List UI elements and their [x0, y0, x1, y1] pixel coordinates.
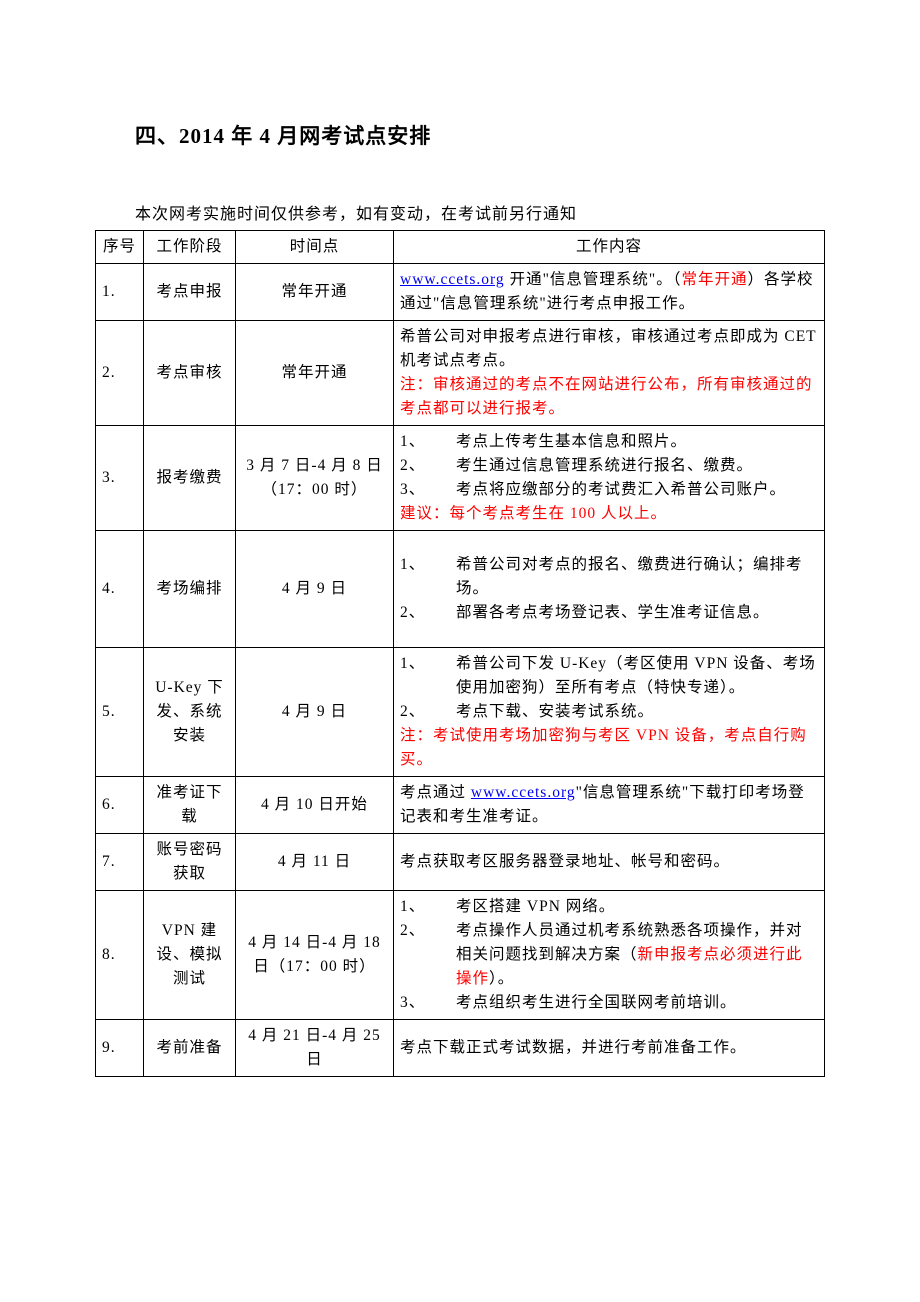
cell-content: 1、希普公司下发 U-Key（考区使用 VPN 设备、考场使用加密狗）至所有考点… [394, 648, 825, 777]
cell-time: 4 月 11 日 [236, 834, 394, 891]
table-row: 9.考前准备4 月 21 日-4 月 25 日考点下载正式考试数据，并进行考前准… [96, 1020, 825, 1077]
list-item-text: 希普公司对考点的报名、缴费进行确认；编排考场。 [456, 553, 818, 601]
list-item-number: 1、 [400, 553, 456, 601]
list-after-note: 建议：每个考点考生在 100 人以上。 [400, 502, 818, 526]
cell-time: 常年开通 [236, 264, 394, 321]
list-item-text: 考点上传考生基本信息和照片。 [456, 430, 818, 454]
list-item: 1、考区搭建 VPN 网络。 [400, 895, 818, 919]
table-row: 1.考点申报常年开通www.ccets.org 开通"信息管理系统"。（常年开通… [96, 264, 825, 321]
cell-time: 4 月 21 日-4 月 25 日 [236, 1020, 394, 1077]
cell-time: 4 月 9 日 [236, 648, 394, 777]
list-item-text: 考点将应缴部分的考试费汇入希普公司账户。 [456, 478, 818, 502]
cell-content: 考点下载正式考试数据，并进行考前准备工作。 [394, 1020, 825, 1077]
cell-phase: 考点审核 [144, 321, 236, 426]
cell-content: 1、考点上传考生基本信息和照片。2、考生通过信息管理系统进行报名、缴费。3、考点… [394, 426, 825, 531]
list-item: 2、部署各考点考场登记表、学生准考证信息。 [400, 601, 818, 625]
table-row: 3.报考缴费3 月 7 日-4 月 8 日（17：00 时）1、考点上传考生基本… [96, 426, 825, 531]
cell-phase: 考点申报 [144, 264, 236, 321]
cell-seq: 4. [96, 531, 144, 648]
cell-content: www.ccets.org 开通"信息管理系统"。（常年开通）各学校通过"信息管… [394, 264, 825, 321]
table-header-row: 序号 工作阶段 时间点 工作内容 [96, 231, 825, 264]
list-item-number: 2、 [400, 919, 456, 991]
table-row: 5.U-Key 下发、系统安装4 月 9 日1、希普公司下发 U-Key（考区使… [96, 648, 825, 777]
cell-time: 4 月 14 日-4 月 18 日（17：00 时） [236, 891, 394, 1020]
cell-phase: 考前准备 [144, 1020, 236, 1077]
cell-seq: 9. [96, 1020, 144, 1077]
list-item: 2、考点操作人员通过机考系统熟悉各项操作，并对相关问题找到解决方案（新申报考点必… [400, 919, 818, 991]
cell-time: 3 月 7 日-4 月 8 日（17：00 时） [236, 426, 394, 531]
cell-phase: 账号密码获取 [144, 834, 236, 891]
table-row: 2.考点审核常年开通希普公司对申报考点进行审核，审核通过考点即成为 CET 机考… [96, 321, 825, 426]
highlight-text: 常年开通 [681, 271, 747, 288]
list-item: 2、考点下载、安装考试系统。 [400, 700, 818, 724]
list-item: 3、考点组织考生进行全国联网考前培训。 [400, 991, 818, 1015]
list-item-number: 1、 [400, 652, 456, 700]
th-content: 工作内容 [394, 231, 825, 264]
list-item: 3、考点将应缴部分的考试费汇入希普公司账户。 [400, 478, 818, 502]
cell-content: 考点获取考区服务器登录地址、帐号和密码。 [394, 834, 825, 891]
list-item-text: 部署各考点考场登记表、学生准考证信息。 [456, 601, 818, 625]
cell-content: 考点通过 www.ccets.org"信息管理系统"下载打印考场登记表和考生准考… [394, 777, 825, 834]
list-item-number: 2、 [400, 454, 456, 478]
table-row: 4.考场编排4 月 9 日1、希普公司对考点的报名、缴费进行确认；编排考场。2、… [96, 531, 825, 648]
list-item-number: 1、 [400, 895, 456, 919]
th-time: 时间点 [236, 231, 394, 264]
th-seq: 序号 [96, 231, 144, 264]
cell-time: 4 月 9 日 [236, 531, 394, 648]
list-item-text: 希普公司下发 U-Key（考区使用 VPN 设备、考场使用加密狗）至所有考点（特… [456, 652, 818, 700]
table-row: 8.VPN 建设、模拟测试4 月 14 日-4 月 18 日（17：00 时）1… [96, 891, 825, 1020]
highlight-text: 注：审核通过的考点不在网站进行公布，所有审核通过的考点都可以进行报考。 [400, 376, 813, 417]
list-item: 2、考生通过信息管理系统进行报名、缴费。 [400, 454, 818, 478]
list-item-text: 考点组织考生进行全国联网考前培训。 [456, 991, 818, 1015]
cell-seq: 7. [96, 834, 144, 891]
intro-note: 本次网考实施时间仅供参考，如有变动，在考试前另行通知 [135, 200, 825, 224]
highlight-text: 建议：每个考点考生在 100 人以上。 [400, 505, 667, 522]
external-link[interactable]: www.ccets.org [400, 271, 505, 288]
cell-seq: 1. [96, 264, 144, 321]
list-item-text: 考点下载、安装考试系统。 [456, 700, 818, 724]
cell-time: 4 月 10 日开始 [236, 777, 394, 834]
cell-phase: U-Key 下发、系统安装 [144, 648, 236, 777]
list-item: 1、希普公司下发 U-Key（考区使用 VPN 设备、考场使用加密狗）至所有考点… [400, 652, 818, 700]
document-page: 四、2014 年 4 月网考试点安排 本次网考实施时间仅供参考，如有变动，在考试… [0, 0, 920, 1302]
section-title: 四、2014 年 4 月网考试点安排 [135, 120, 825, 150]
cell-content: 希普公司对申报考点进行审核，审核通过考点即成为 CET 机考试点考点。注：审核通… [394, 321, 825, 426]
list-item: 1、希普公司对考点的报名、缴费进行确认；编排考场。 [400, 553, 818, 601]
highlight-text: 新申报考点必须进行此操作 [456, 946, 803, 987]
list-item-number: 1、 [400, 430, 456, 454]
table-row: 6.准考证下载4 月 10 日开始考点通过 www.ccets.org"信息管理… [96, 777, 825, 834]
cell-content: 1、考区搭建 VPN 网络。2、考点操作人员通过机考系统熟悉各项操作，并对相关问… [394, 891, 825, 1020]
cell-seq: 2. [96, 321, 144, 426]
cell-seq: 3. [96, 426, 144, 531]
list-item-text: 考区搭建 VPN 网络。 [456, 895, 818, 919]
cell-phase: 准考证下载 [144, 777, 236, 834]
cell-phase: 考场编排 [144, 531, 236, 648]
cell-phase: VPN 建设、模拟测试 [144, 891, 236, 1020]
list-item-number: 2、 [400, 601, 456, 625]
list-item-number: 3、 [400, 478, 456, 502]
table-body: 1.考点申报常年开通www.ccets.org 开通"信息管理系统"。（常年开通… [96, 264, 825, 1077]
cell-phase: 报考缴费 [144, 426, 236, 531]
external-link[interactable]: www.ccets.org [471, 784, 576, 801]
list-after-note: 注：考试使用考场加密狗与考区 VPN 设备，考点自行购买。 [400, 724, 818, 772]
cell-content: 1、希普公司对考点的报名、缴费进行确认；编排考场。2、部署各考点考场登记表、学生… [394, 531, 825, 648]
th-phase: 工作阶段 [144, 231, 236, 264]
cell-seq: 5. [96, 648, 144, 777]
schedule-table: 序号 工作阶段 时间点 工作内容 1.考点申报常年开通www.ccets.org… [95, 230, 825, 1077]
cell-seq: 6. [96, 777, 144, 834]
list-item-text: 考生通过信息管理系统进行报名、缴费。 [456, 454, 818, 478]
list-item-text: 考点操作人员通过机考系统熟悉各项操作，并对相关问题找到解决方案（新申报考点必须进… [456, 919, 818, 991]
cell-time: 常年开通 [236, 321, 394, 426]
highlight-text: 注：考试使用考场加密狗与考区 VPN 设备，考点自行购买。 [400, 727, 807, 768]
cell-seq: 8. [96, 891, 144, 1020]
list-item: 1、考点上传考生基本信息和照片。 [400, 430, 818, 454]
list-item-number: 3、 [400, 991, 456, 1015]
list-item-number: 2、 [400, 700, 456, 724]
table-row: 7.账号密码获取4 月 11 日考点获取考区服务器登录地址、帐号和密码。 [96, 834, 825, 891]
